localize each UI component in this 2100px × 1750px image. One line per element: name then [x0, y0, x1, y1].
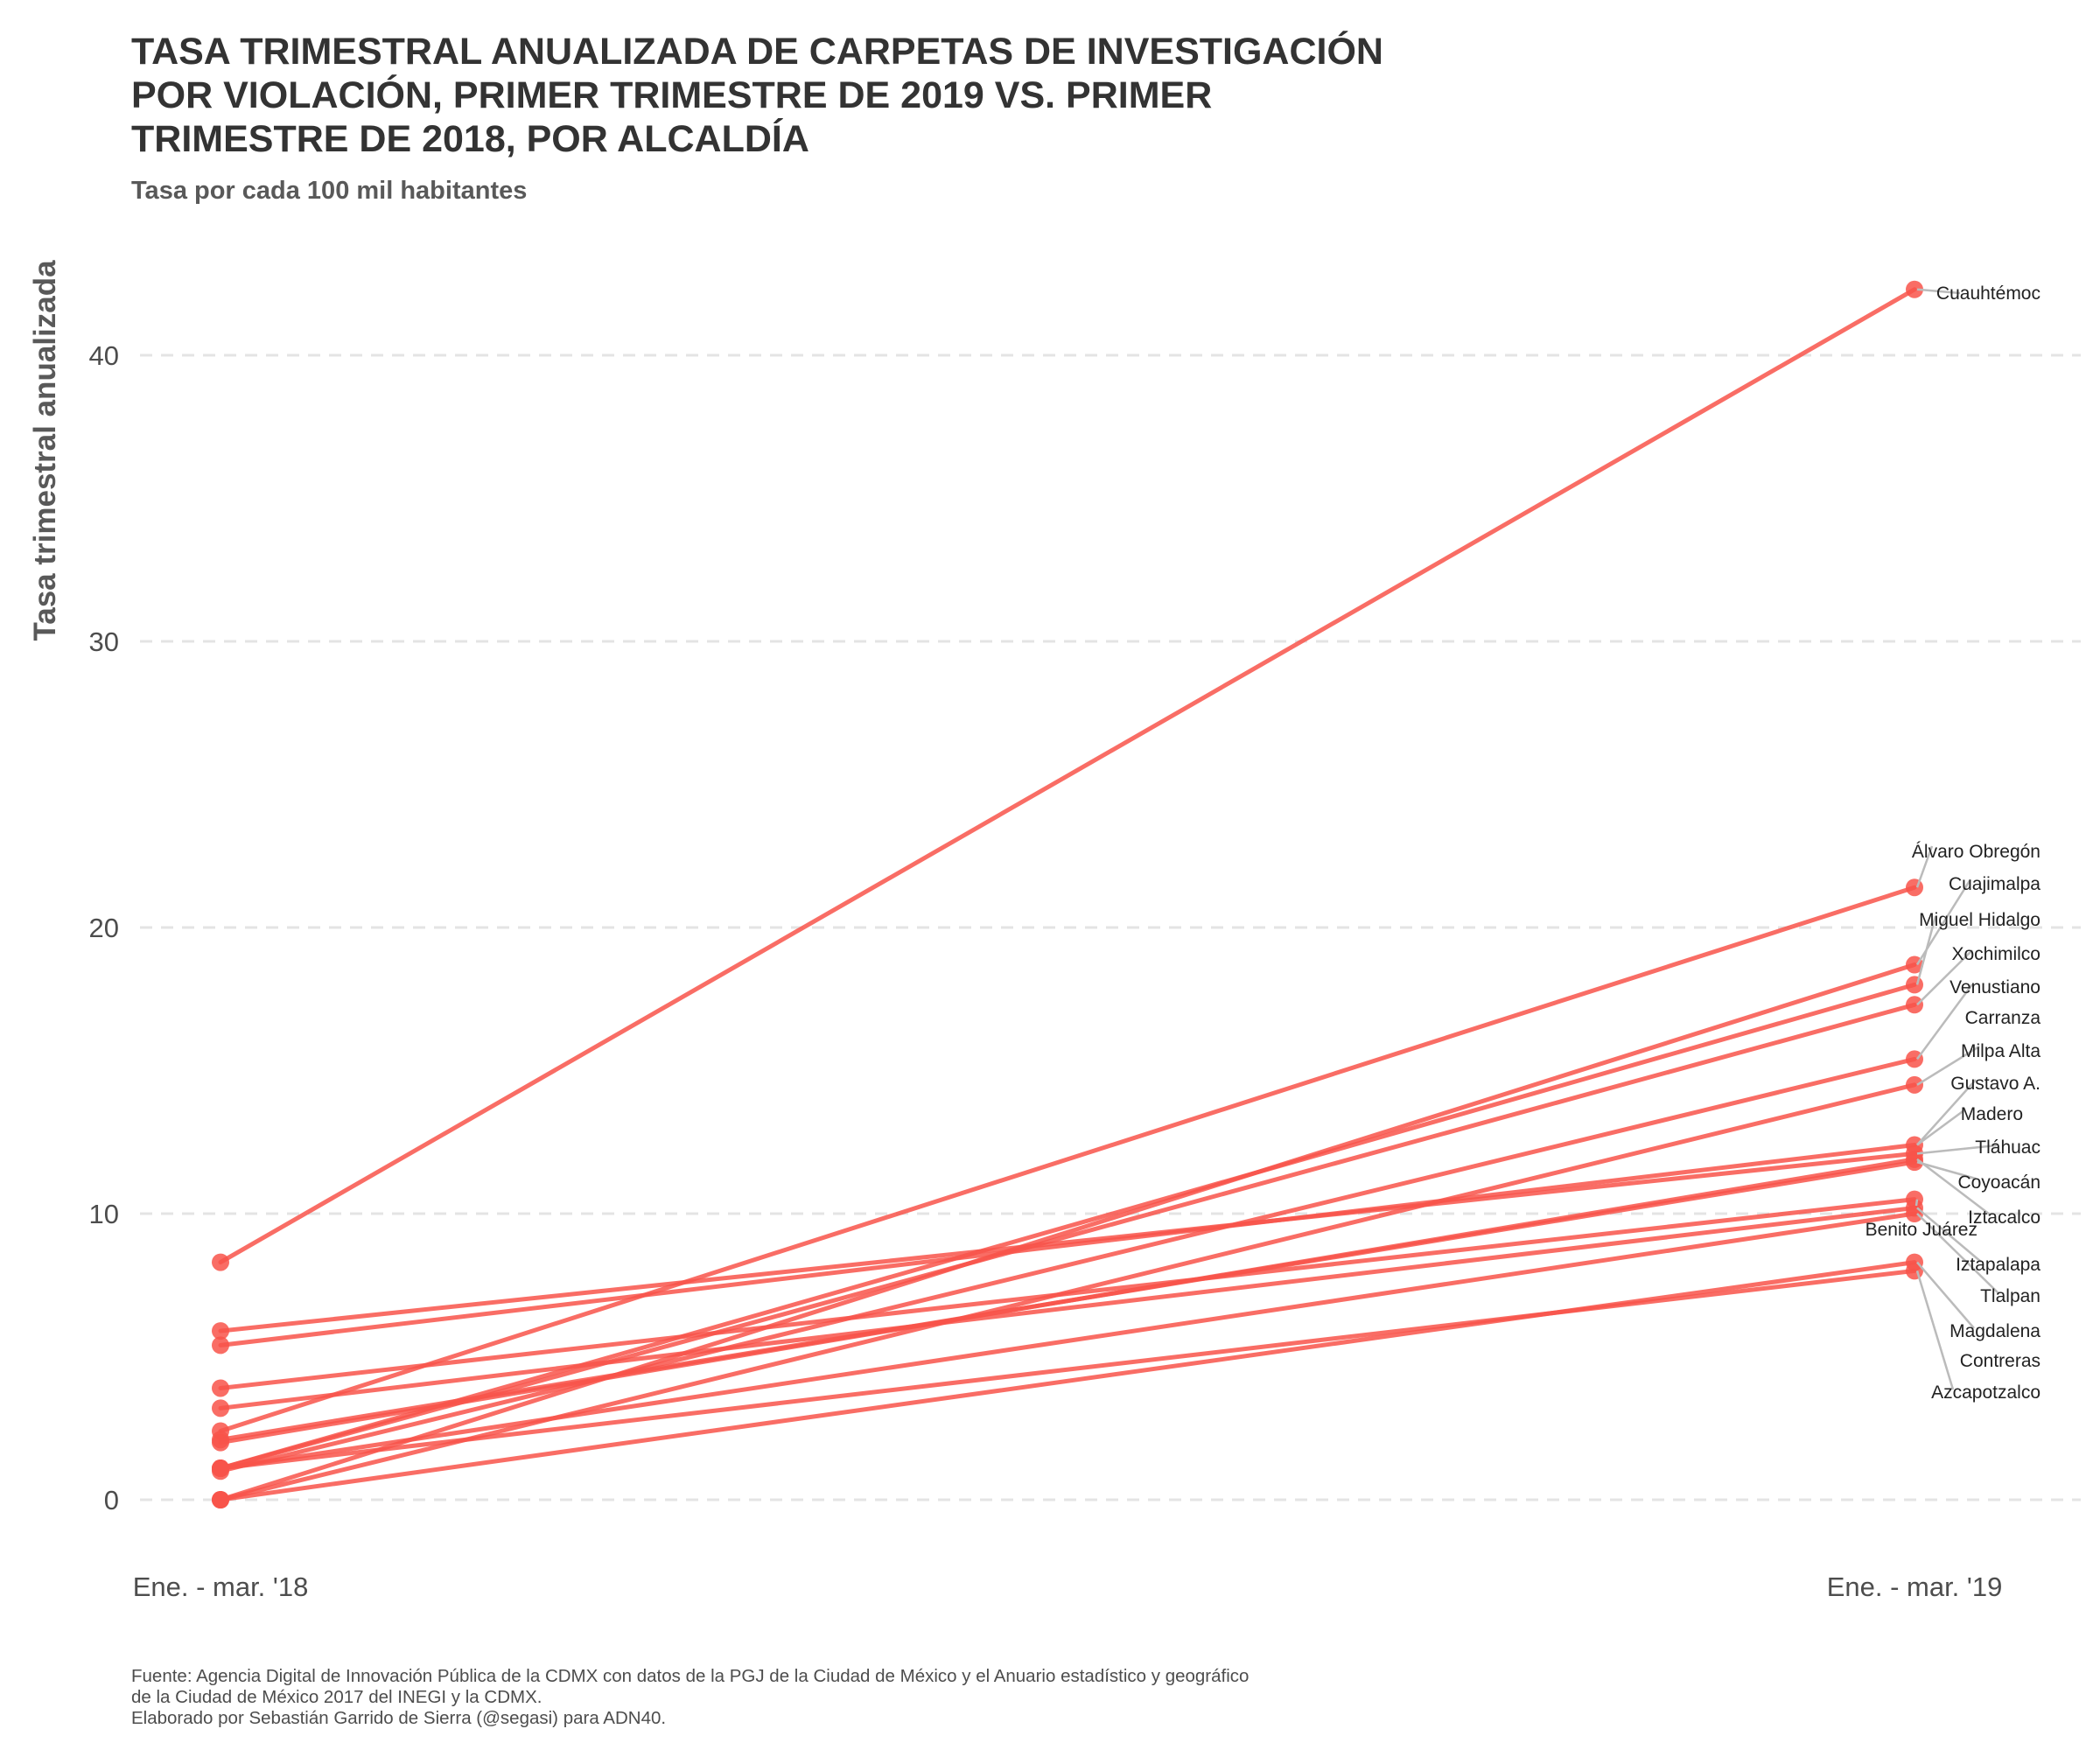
point-2018-16: [212, 1460, 229, 1478]
point-2018-1: [212, 1253, 229, 1271]
label-leader-11: [1916, 1144, 1998, 1155]
series-line-11: [218, 1157, 1917, 1446]
chart-title: TASA TRIMESTRAL ANUALIZADA DE CARPETAS D…: [131, 30, 1619, 161]
series-label-18: Contreras: [1960, 1351, 2040, 1371]
label-leader-lines: [1914, 288, 1999, 1390]
series-line-16: [218, 1268, 1917, 1471]
series-line-2: [218, 885, 1917, 1434]
series-label-13: Iztacalco: [1968, 1208, 2040, 1228]
series-line-13: [218, 1205, 1917, 1410]
series-label-19: Azcapotzalco: [1931, 1382, 2040, 1403]
series-line-12: [218, 1197, 1917, 1390]
x-tick-label-1: Ene. - mar. '18: [133, 1572, 309, 1602]
label-leader-10: [1916, 1108, 1966, 1146]
caption-credit-line: Elaborado por Sebastián Garrido de Sierr…: [131, 1708, 667, 1728]
label-leader-8: [1916, 1045, 1980, 1086]
series-label-12: Coyoacán: [1957, 1172, 2040, 1193]
label-leader-4: [1915, 915, 1937, 985]
y-tick-label-0: 0: [104, 1485, 119, 1516]
series-label-5: Xochimilco: [1951, 944, 2040, 964]
label-leader-2: [1915, 845, 1934, 888]
series-line-15: [218, 1260, 1917, 1502]
label-leader-6: [1915, 984, 1974, 1060]
label-leader-19: [1915, 1270, 1955, 1390]
point-2019-6: [1906, 1050, 1923, 1068]
chart-subtitle: Tasa por cada 100 mil habitantes: [131, 177, 528, 205]
caption-source-line-2: de la Ciudad de México 2017 del INEGI y …: [131, 1687, 542, 1707]
series-line-14: [218, 1211, 1917, 1471]
label-leader-5: [1916, 949, 1973, 1006]
point-2018-11: [212, 1433, 229, 1452]
chart-title-line-1: TASA TRIMESTRAL ANUALIZADA DE CARPETAS D…: [131, 31, 1383, 73]
point-2018-15: [212, 1491, 229, 1508]
series-line-3: [218, 962, 1917, 1502]
series-label-14: Benito Juárez: [1866, 1220, 1978, 1240]
point-2018-13: [212, 1399, 229, 1418]
series-line-6: [218, 1056, 1917, 1474]
label-leader-12: [1916, 1160, 1977, 1180]
y-tick-label-40: 40: [89, 340, 119, 371]
point-2019-2: [1906, 878, 1923, 897]
label-leader-14: [1914, 1199, 1919, 1207]
point-2019-1: [1906, 280, 1923, 298]
series-label-9: Gustavo A.: [1950, 1074, 2040, 1094]
series-label-10: Madero: [1961, 1104, 2023, 1124]
label-leader-13: [1916, 1158, 1991, 1215]
series-line-8: [218, 1143, 1917, 1348]
x-tick-labels: Ene. - mar. '18 Ene. - mar. '19: [133, 1572, 2003, 1602]
y-tick-label-30: 30: [89, 626, 119, 657]
series-label-15: Iztapalapa: [1956, 1255, 2040, 1275]
label-leader-15: [1916, 1207, 1982, 1263]
series-lines: [218, 287, 1917, 1502]
label-leader-1: [1916, 288, 1961, 295]
point-2019-4: [1906, 976, 1923, 994]
point-2018-8: [212, 1336, 229, 1354]
series-line-4: [218, 982, 1917, 1471]
x-tick-label-2: Ene. - mar. '19: [1827, 1572, 2003, 1602]
series-label-3: Cuajimalpa: [1949, 874, 2040, 894]
chart-title-line-2: POR VIOLACIÓN, PRIMER TRIMESTRE DE 2019 …: [131, 74, 1213, 116]
series-line-5: [218, 1002, 1917, 1471]
label-leader-17: [1916, 1261, 1975, 1329]
series-label-7: Carranza: [1965, 1008, 2041, 1028]
series-label-2: Álvaro Obregón: [1912, 842, 2040, 862]
point-2019-5: [1906, 996, 1923, 1014]
series-line-9: [218, 1151, 1917, 1334]
chart-caption: Fuente: Agencia Digital de Innovación Pú…: [131, 1666, 1249, 1729]
series-points: [212, 280, 1923, 1508]
series-labels: Cuauhtémoc Álvaro Obregón Cuajimalpa Miguel…: [1866, 284, 2041, 1403]
label-leader-16: [1916, 1213, 1999, 1294]
series-label-16: Tlalpan: [1980, 1286, 2040, 1306]
y-tick-label-20: 20: [89, 913, 119, 943]
y-tick-labels: 0 10 20 30 40: [89, 340, 119, 1516]
caption-source-line-1: Fuente: Agencia Digital de Innovación Pú…: [131, 1666, 1250, 1686]
point-2019-7: [1906, 1075, 1923, 1094]
series-label-1: Cuauhtémoc: [1936, 284, 2040, 304]
series-label-8: Milpa Alta: [1961, 1041, 2040, 1061]
series-line-1: [218, 287, 1917, 1265]
series-label-17: Magdalena: [1950, 1321, 2040, 1341]
series-label-4: Miguel Hidalgo: [1919, 910, 2040, 930]
point-2018-9: [212, 1322, 229, 1340]
label-leader-9: [1916, 1079, 1977, 1146]
series-label-11: Tláhuac: [1975, 1138, 2040, 1158]
point-2018-12: [212, 1379, 229, 1397]
series-label-6: Venustiano: [1950, 977, 2040, 998]
y-tick-label-10: 10: [89, 1199, 119, 1229]
chart-title-line-3: TRIMESTRE DE 2018, POR ALCALDÍA: [131, 118, 809, 160]
